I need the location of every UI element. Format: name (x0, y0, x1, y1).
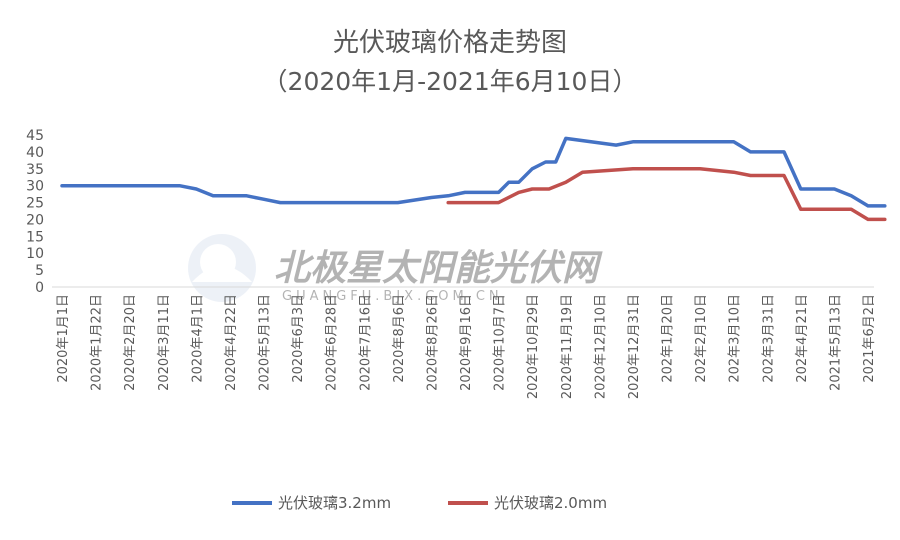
y-tick-label: 5 (35, 263, 44, 279)
series-line-2-0mm (446, 167, 887, 222)
x-tick-label: 2021年6月2日 (862, 294, 877, 383)
legend-label-3-2mm: 光伏玻璃3.2mm (278, 494, 392, 512)
x-tick-label: 2020年3月11日 (157, 294, 172, 391)
x-tick-label: 202年1月20日 (661, 294, 676, 383)
x-tick-label: 2020年9月16日 (459, 294, 474, 391)
x-tick-label: 2020年12月31日 (627, 294, 642, 399)
series-layer (60, 136, 887, 222)
x-axis: 2020年1月1日 2020年1月22日 2020年2月20日 2020年3月11日 2… (56, 294, 877, 399)
x-tick-label: 2020年8月26日 (425, 294, 440, 391)
x-tick-label: 2020年1月22日 (90, 294, 105, 391)
x-tick-label: 2020年12月10日 (593, 294, 608, 399)
watermark-text: 北极星太阳能光伏网 (274, 248, 603, 289)
x-tick-label: 2020年4月22日 (224, 294, 239, 391)
x-tick-label: 2021年5月13日 (828, 294, 843, 391)
y-tick-label: 30 (26, 179, 44, 195)
x-tick-label: 2020年8月6日 (392, 294, 407, 383)
y-tick-label: 10 (26, 246, 44, 262)
x-tick-label: 202年4月21日 (795, 294, 810, 383)
x-tick-label: 2020年2月20日 (123, 294, 138, 391)
chart-title: 光伏玻璃价格走势图 (332, 28, 567, 58)
x-tick-label: 2020年6月3日 (291, 294, 306, 383)
chart-subtitle: （2020年1月-2021年6月10日） (262, 67, 638, 96)
x-tick-label: 202年3月31日 (761, 294, 776, 383)
y-tick-label: 15 (26, 229, 44, 245)
x-tick-label: 2020年1月1日 (56, 294, 71, 383)
watermark-logo (188, 234, 256, 302)
x-tick-label: 2020年5月13日 (258, 294, 273, 391)
legend-swatch-2-0mm (448, 500, 488, 505)
x-tick-label: 202年2月10日 (694, 294, 709, 383)
legend-item-2-0mm: 光伏玻璃2.0mm (448, 492, 607, 513)
y-tick-label: 35 (26, 162, 44, 178)
legend-item-3-2mm: 光伏玻璃3.2mm (232, 492, 391, 513)
x-tick-label: 2020年7月16日 (358, 294, 373, 391)
y-tick-label: 20 (26, 212, 44, 228)
y-tick-label: 25 (26, 196, 44, 212)
y-tick-label: 40 (26, 145, 44, 161)
x-tick-label: 2020年4月1日 (190, 294, 205, 383)
x-tick-label: 202年3月10日 (728, 294, 743, 383)
y-tick-label: 0 (35, 280, 44, 296)
series-line-3-2mm (60, 136, 887, 208)
x-tick-label: 2020年11月19日 (560, 294, 575, 399)
x-tick-label: 2020年6月28日 (325, 294, 340, 391)
x-tick-label: 2020年10月29日 (526, 294, 541, 399)
y-tick-label: 45 (26, 128, 44, 144)
x-tick-label: 2020年10月7日 (493, 294, 508, 391)
legend-label-2-0mm: 光伏玻璃2.0mm (494, 494, 608, 512)
watermark-url: GUANGFU.BJX.COM.CN (282, 289, 503, 304)
legend-swatch-3-2mm (232, 500, 272, 505)
